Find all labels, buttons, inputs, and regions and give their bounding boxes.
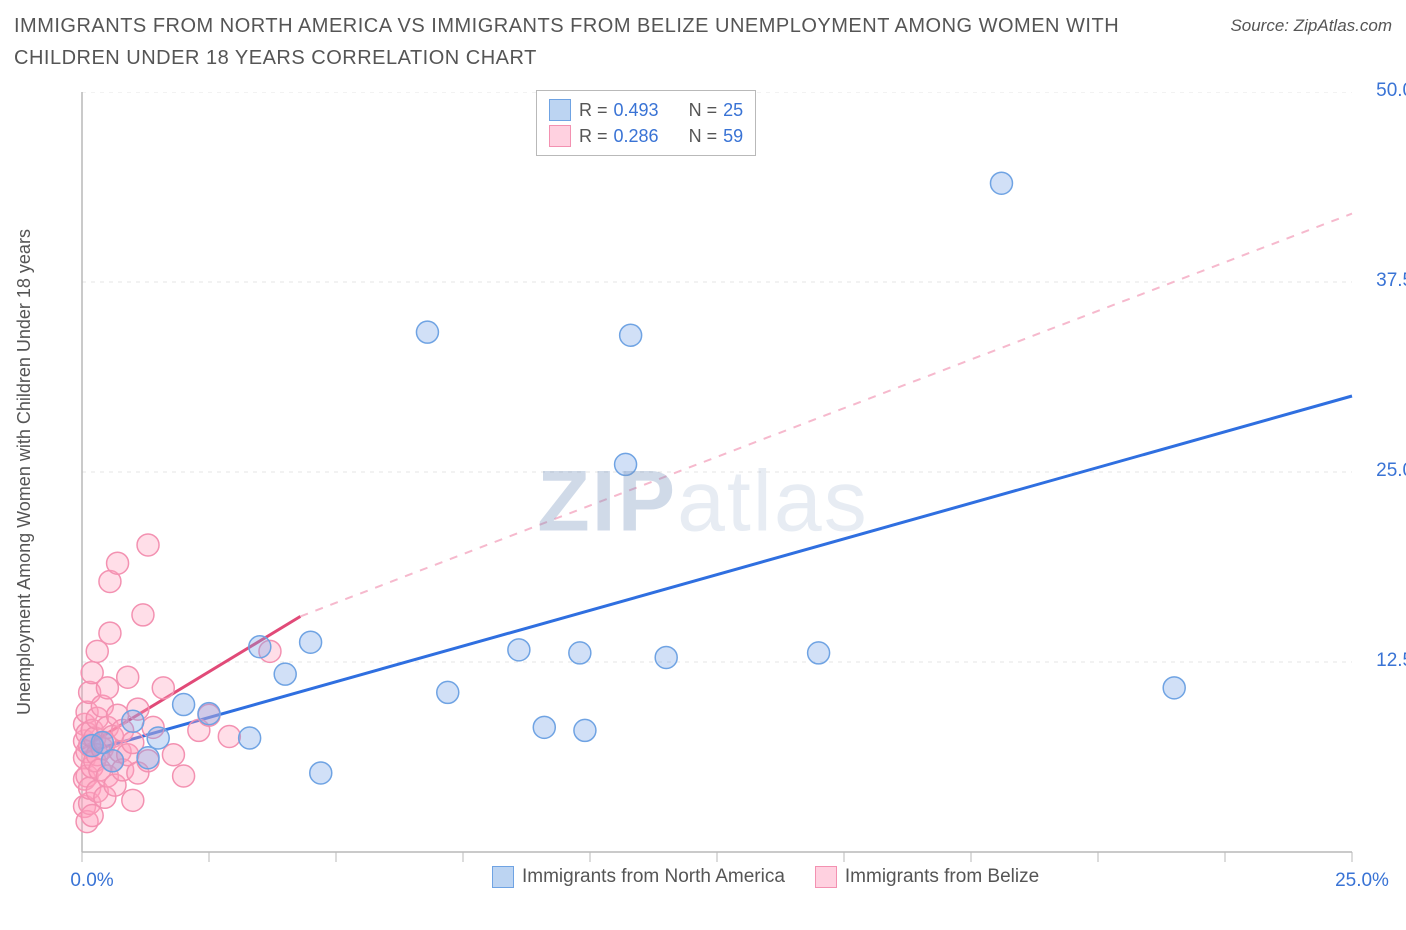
legend-item: Immigrants from Belize [815, 866, 1039, 888]
x-tick-label: 25.0% [1322, 870, 1402, 892]
legend-n: N =59 [689, 123, 744, 149]
y-tick-label: 25.0% [1360, 460, 1406, 482]
legend-label: Immigrants from Belize [845, 866, 1039, 888]
series-legend: Immigrants from North America Immigrants … [492, 866, 1039, 888]
legend-r: R =0.493 [579, 97, 659, 123]
legend-row: R =0.286 N =59 [549, 123, 743, 149]
legend-item: Immigrants from North America [492, 866, 785, 888]
legend-swatch [815, 866, 837, 888]
y-tick-label: 12.5% [1360, 650, 1406, 672]
legend-swatch [492, 866, 514, 888]
scatter-chart: ZIPatlas R =0.493N =25R =0.286N =59 Immi… [14, 92, 1392, 912]
chart-title: IMMIGRANTS FROM NORTH AMERICA VS IMMIGRA… [14, 10, 1134, 74]
x-tick-label: 0.0% [52, 870, 132, 892]
legend-row: R =0.493 N =25 [549, 97, 743, 123]
y-tick-label: 50.0% [1360, 80, 1406, 102]
legend-swatch [549, 125, 571, 147]
y-tick-label: 37.5% [1360, 270, 1406, 292]
correlation-legend: R =0.493 N =25 R =0.286 N =59 [536, 90, 756, 156]
legend-swatch [549, 99, 571, 121]
legend-n: N =25 [689, 97, 744, 123]
legend-r: R =0.286 [579, 123, 659, 149]
source-label: Source: ZipAtlas.com [1230, 16, 1392, 36]
legend-label: Immigrants from North America [522, 866, 785, 888]
